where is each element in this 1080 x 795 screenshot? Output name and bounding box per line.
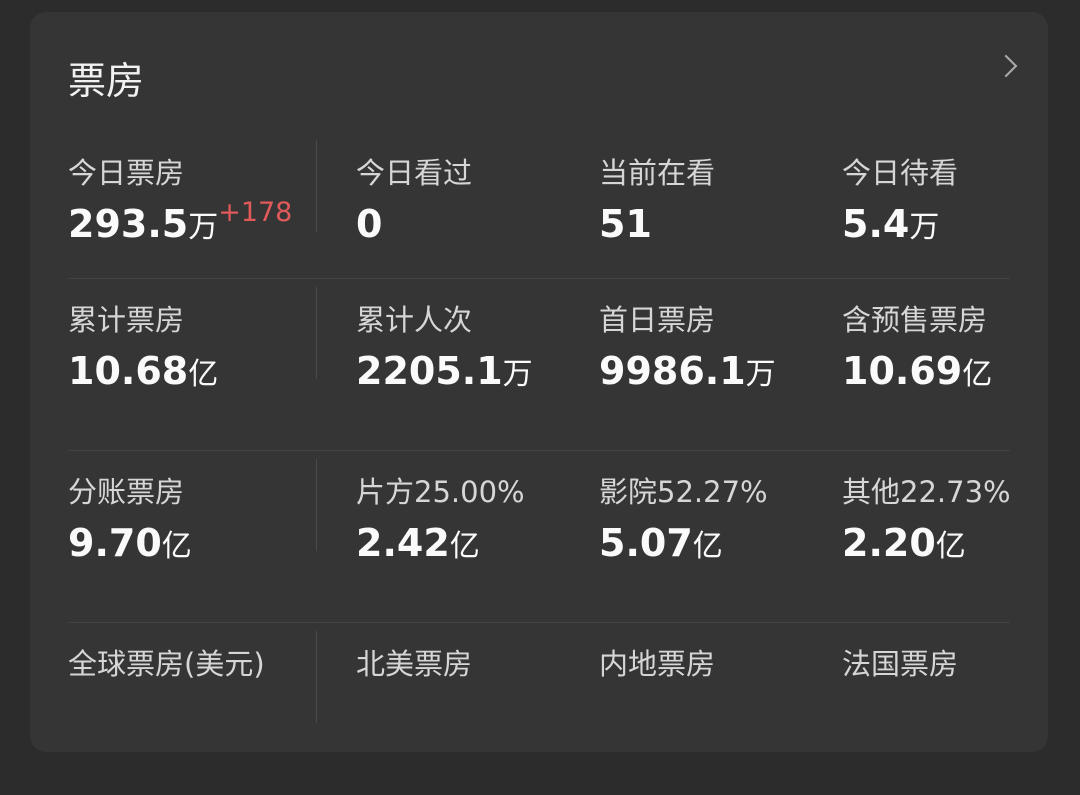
stat-label: 其他22.73% xyxy=(842,475,1011,509)
stat-unit: 亿 xyxy=(449,529,480,564)
stat-value: 293.5万+178 xyxy=(68,197,292,246)
stat-unit: 亿 xyxy=(161,529,192,564)
stat-label: 累计人次 xyxy=(356,303,473,337)
stat-unit: 万 xyxy=(745,357,776,392)
stat-label: 今日看过 xyxy=(356,156,473,190)
stat-label: 片方25.00% xyxy=(356,475,525,509)
stat-label: 影院52.27% xyxy=(599,475,768,509)
stat-value: 10.69亿 xyxy=(842,349,992,393)
column-divider xyxy=(316,140,317,232)
stat-number: 10.68 xyxy=(68,349,189,393)
stat-label: 法国票房 xyxy=(842,647,959,681)
stat-value: 9986.1万 xyxy=(599,349,776,393)
stats-row: 分账票房 9.70亿 片方25.00% 2.42亿 影院52.27% 5.07亿 其他22.… xyxy=(68,450,1011,623)
stats-row: 全球票房(美元) 北美票房 内地票房 法国票房 xyxy=(68,622,1010,795)
stat-number: 5.4 xyxy=(842,202,910,246)
stat-label: 分账票房 xyxy=(68,475,185,509)
stats-row: 今日票房 293.5万+178 今日看过 0 当前在看 51 今日待看 5.4万 xyxy=(68,132,1010,304)
stat-unit: 万 xyxy=(502,357,533,392)
stat-label: 今日待看 xyxy=(842,156,959,190)
stat-value: 2.20亿 xyxy=(842,521,966,565)
stat-number: 2.20 xyxy=(842,521,936,565)
stat-number: 9.70 xyxy=(68,521,162,565)
stat-label: 含预售票房 xyxy=(842,303,988,337)
stat-label: 首日票房 xyxy=(599,303,716,337)
chevron-right-icon[interactable] xyxy=(994,54,1018,78)
stat-number: 51 xyxy=(599,202,652,246)
column-divider xyxy=(316,459,317,551)
stat-label: 当前在看 xyxy=(599,156,716,190)
column-divider xyxy=(316,631,317,723)
stat-unit: 亿 xyxy=(692,529,723,564)
stat-number: 2205.1 xyxy=(356,349,503,393)
stat-unit: 亿 xyxy=(935,529,966,564)
stat-value: 0 xyxy=(356,202,382,246)
stat-value: 5.07亿 xyxy=(599,521,723,565)
stat-unit: 万 xyxy=(909,210,940,245)
box-office-card: 票房 今日票房 293.5万+178 今日看过 0 当前在看 51 今日待看 5.4万 累计票房… xyxy=(30,12,1048,752)
stat-value: 2205.1万 xyxy=(356,349,533,393)
stat-unit: 亿 xyxy=(188,357,219,392)
stat-value: 5.4万 xyxy=(842,202,939,246)
stat-unit: 亿 xyxy=(962,357,993,392)
stat-number: 10.69 xyxy=(842,349,963,393)
stat-number: 0 xyxy=(356,202,383,246)
stat-number: 293.5 xyxy=(68,202,189,246)
stat-value: 9.70亿 xyxy=(68,521,192,565)
stat-value: 2.42亿 xyxy=(356,521,480,565)
stat-label: 全球票房(美元) xyxy=(68,647,265,681)
stat-number: 9986.1 xyxy=(599,349,746,393)
stat-value: 10.68亿 xyxy=(68,349,218,393)
stat-label: 北美票房 xyxy=(356,647,473,681)
stat-label: 累计票房 xyxy=(68,303,185,337)
card-title: 票房 xyxy=(68,59,145,103)
stat-value: 51 xyxy=(599,202,652,246)
stat-delta: +178 xyxy=(218,197,293,228)
stats-row: 累计票房 10.68亿 累计人次 2205.1万 首日票房 9986.1万 含预售票房 10.… xyxy=(68,278,1010,451)
stat-label: 今日票房 xyxy=(68,156,185,190)
stat-number: 5.07 xyxy=(599,521,693,565)
column-divider xyxy=(316,287,317,379)
stat-label: 内地票房 xyxy=(599,647,716,681)
stat-number: 2.42 xyxy=(356,521,450,565)
stat-unit: 万 xyxy=(188,210,219,245)
